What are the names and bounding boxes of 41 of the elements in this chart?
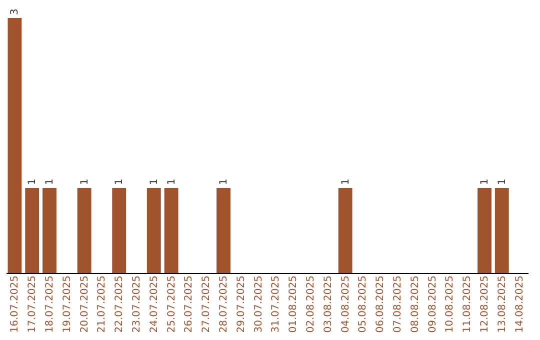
x-tick-label: 25.07.2025 (166, 276, 178, 333)
x-tick-label: 13.08.2025 (496, 276, 508, 333)
x-tick-label: 06.08.2025 (375, 276, 386, 333)
x-tick-label: 30.07.2025 (253, 276, 264, 333)
x-tick-label: 20.07.2025 (79, 276, 90, 333)
x-tick-label: 05.08.2025 (358, 276, 369, 333)
x-tick-label: 04.08.2025 (340, 276, 352, 333)
x-tick-label: 17.07.2025 (27, 276, 38, 333)
x-tick-label: 03.08.2025 (322, 276, 334, 333)
x-tick-label: 02.08.2025 (306, 276, 316, 333)
x-tick-label: 19.07.2025 (62, 276, 73, 333)
data-label: 1 (166, 178, 178, 185)
data-label: 3 (10, 8, 21, 15)
x-tick-label: 21.07.2025 (96, 276, 108, 333)
data-label: 1 (79, 178, 90, 185)
x-tick-label: 16.07.2025 (10, 276, 21, 333)
x-tick-label: 14.08.2025 (514, 276, 526, 333)
x-tick-label: 31.07.2025 (270, 276, 282, 333)
x-tick-label: 29.07.2025 (236, 276, 247, 333)
data-label: 1 (114, 178, 126, 185)
x-tick-label: 12.08.2025 (480, 276, 490, 333)
data-label: 1 (148, 178, 160, 185)
data-label: 1 (44, 178, 56, 185)
x-tick-label: 26.07.2025 (184, 276, 195, 333)
x-tick-label: 28.07.2025 (218, 276, 230, 333)
x-tick-label: 09.08.2025 (427, 276, 438, 333)
x-tick-label: 23.07.2025 (132, 276, 142, 333)
x-tick-label: 07.08.2025 (392, 276, 404, 333)
data-label: 1 (480, 178, 490, 185)
data-label: 1 (340, 178, 352, 185)
x-tick-label: 27.07.2025 (201, 276, 212, 333)
x-tick-label: 01.08.2025 (288, 276, 300, 333)
x-tick-label: 10.08.2025 (444, 276, 456, 333)
x-tick-label: 18.07.2025 (44, 276, 56, 333)
x-tick-label: 22.07.2025 (114, 276, 126, 333)
x-tick-label: 11.08.2025 (462, 276, 474, 333)
data-label: 1 (218, 178, 230, 185)
x-tick-label: 08.08.2025 (410, 276, 421, 333)
x-tick-label: 24.07.2025 (148, 276, 160, 333)
data-label: 1 (496, 178, 508, 185)
data-label: 1 (27, 178, 38, 185)
